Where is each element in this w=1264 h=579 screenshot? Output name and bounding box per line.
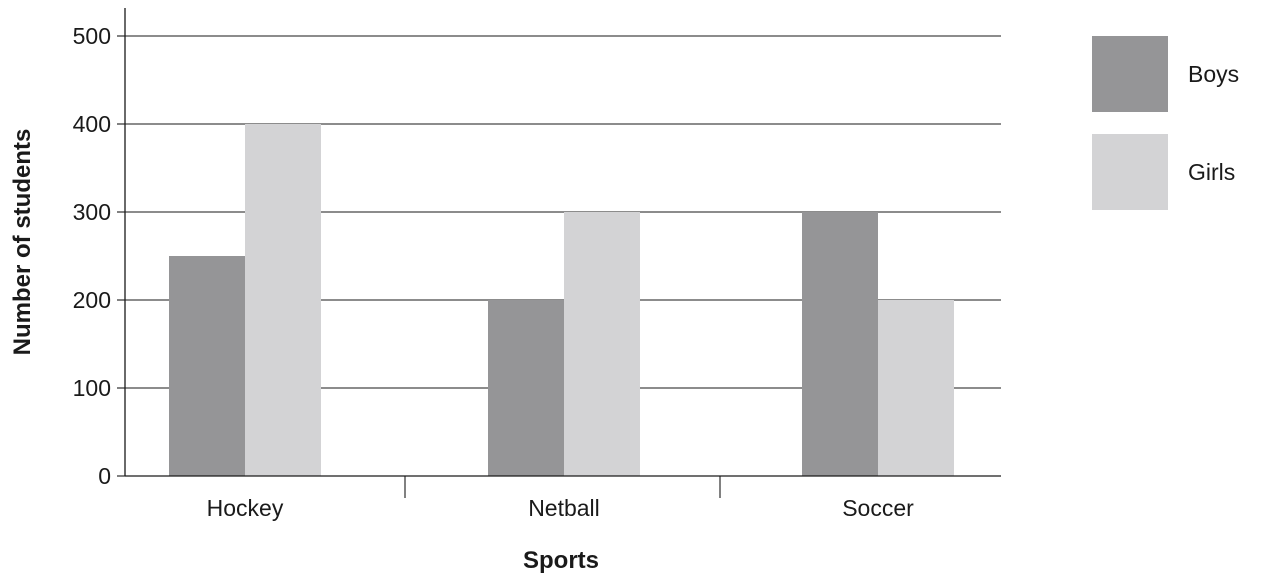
bars <box>169 124 954 476</box>
bar-girls-soccer <box>878 300 954 476</box>
y-tick-label: 400 <box>73 111 111 137</box>
x-category-separators <box>404 476 721 498</box>
legend-label-girls: Girls <box>1188 159 1235 185</box>
y-tick-label: 0 <box>98 463 111 489</box>
legend-label-boys: Boys <box>1188 61 1239 87</box>
bar-girls-hockey <box>245 124 321 476</box>
x-tick-label: Hockey <box>207 495 284 521</box>
legend-swatch-girls <box>1092 134 1168 210</box>
y-tick-label: 500 <box>73 23 111 49</box>
y-tick-label: 100 <box>73 375 111 401</box>
x-tick-label: Netball <box>528 495 600 521</box>
y-tick-label: 300 <box>73 199 111 225</box>
legend: Boys Girls <box>1092 36 1239 210</box>
bar-boys-hockey <box>169 256 245 476</box>
y-tick-labels: 0 100 200 300 400 500 <box>73 23 111 489</box>
x-axis-title: Sports <box>523 547 599 574</box>
x-tick-label: Soccer <box>842 495 914 521</box>
legend-swatch-boys <box>1092 36 1168 112</box>
bar-girls-netball <box>564 212 640 476</box>
y-tick-label: 200 <box>73 287 111 313</box>
x-tick-labels: Hockey Netball Soccer <box>207 495 914 521</box>
bar-boys-netball <box>488 300 564 476</box>
bar-boys-soccer <box>802 212 878 476</box>
y-axis-title: Number of students <box>9 129 36 356</box>
